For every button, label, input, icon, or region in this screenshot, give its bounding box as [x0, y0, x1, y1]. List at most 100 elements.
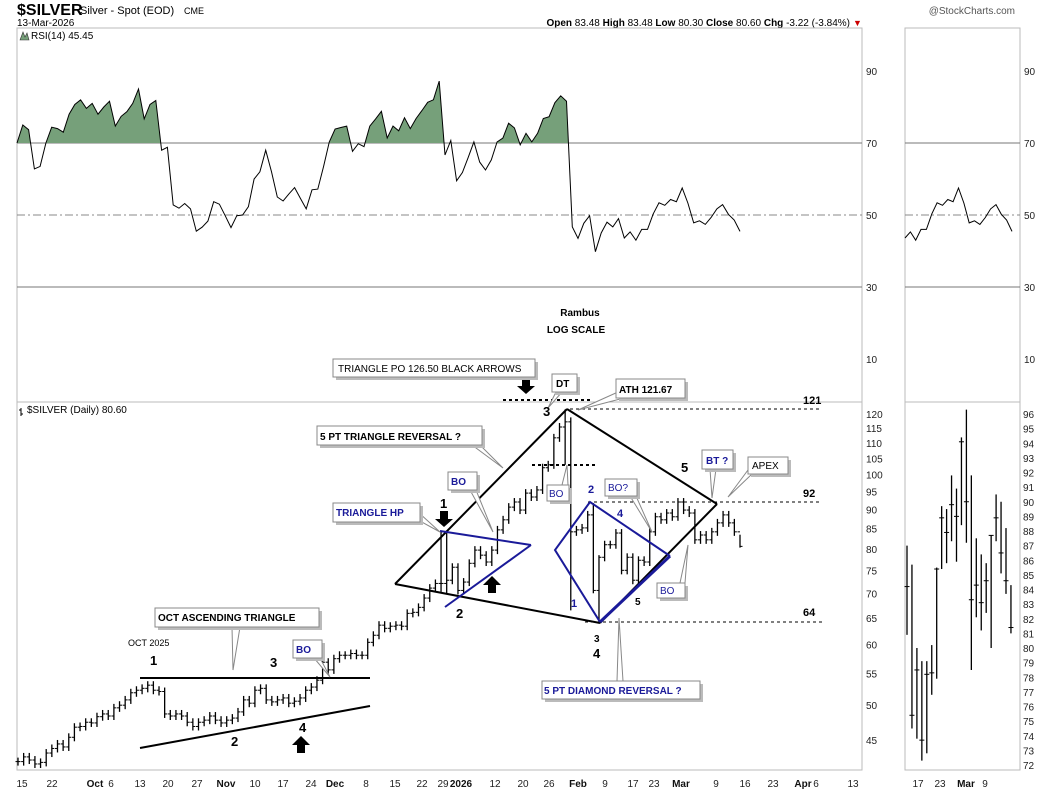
- inset-price-bar: [973, 538, 979, 618]
- ohlc-legend-icon: [19, 408, 23, 416]
- inset-price-axis-tick: 84: [1023, 586, 1035, 597]
- inset-price-axis-tick: 92: [1023, 469, 1035, 480]
- point-label: 3: [270, 655, 277, 670]
- price-bar: [184, 712, 190, 727]
- price-bar: [49, 744, 55, 758]
- x-axis-tick: Oct: [87, 779, 104, 790]
- price-bar: [551, 433, 557, 469]
- price-bar: [714, 518, 720, 536]
- inset-price-bar: [978, 554, 984, 631]
- price-bar: [534, 485, 540, 502]
- low-value: 80.30: [678, 18, 703, 29]
- svg-text:DT: DT: [556, 379, 569, 390]
- point-label: 2: [588, 484, 594, 496]
- price-axis-tick: 85: [866, 525, 878, 536]
- callout-bo-1: BO: [447, 471, 494, 533]
- inset-price-bar: [988, 534, 994, 648]
- inset-price-bars: [904, 409, 1014, 761]
- x-axis-tick: 12: [489, 779, 501, 790]
- ohlc-readout: Open 83.48 High 83.48 Low 80.30 Close 80…: [546, 18, 850, 29]
- price-bar: [737, 531, 743, 548]
- x-axis-tick: 6: [813, 779, 819, 790]
- price-axis-tick: 120: [866, 410, 883, 421]
- price-bar: [545, 460, 551, 472]
- inset-price-bar: [1008, 585, 1014, 634]
- inset-price-axis-tick: 80: [1023, 644, 1035, 655]
- inset-price-bar: [998, 501, 1004, 574]
- svg-text:BO: BO: [660, 586, 675, 597]
- level-64-label: 64: [803, 607, 816, 619]
- point-label: 4: [593, 646, 601, 661]
- svg-text:5 PT TRIANGLE REVERSAL ?: 5 PT TRIANGLE REVERSAL ?: [320, 432, 461, 443]
- svg-text:OCT ASCENDING TRIANGLE: OCT ASCENDING TRIANGLE: [158, 613, 296, 624]
- price-bar: [54, 739, 60, 753]
- price-bar: [658, 512, 664, 524]
- price-bar: [218, 716, 224, 727]
- x-axis-tick: 23: [648, 779, 660, 790]
- x-axis-tick: 9: [602, 779, 608, 790]
- price-bar: [557, 423, 562, 442]
- x-axis-tick: Dec: [326, 779, 345, 790]
- price-label: $SILVER (Daily) 80.60: [27, 405, 127, 416]
- price-bar: [71, 723, 77, 742]
- callout-5pt-triangle: 5 PT TRIANGLE REVERSAL ?: [316, 425, 504, 469]
- price-bar: [212, 712, 218, 725]
- svg-text:BT ?: BT ?: [706, 456, 728, 467]
- low-label: Low: [655, 18, 675, 29]
- point-label: 3: [594, 634, 600, 645]
- price-bar: [359, 651, 365, 660]
- price-bar: [675, 498, 681, 521]
- inset-price-bar: [958, 437, 964, 526]
- price-bar: [105, 709, 111, 721]
- x-axis-tick: Apr: [794, 779, 811, 790]
- inset-price-bar: [924, 661, 930, 754]
- price-bar: [438, 531, 444, 592]
- price-bar: [342, 651, 348, 660]
- inset-price-axis-tick: 82: [1023, 615, 1035, 626]
- price-bar: [173, 709, 179, 721]
- price-bar: [472, 546, 478, 568]
- price-bar: [60, 739, 66, 751]
- price-bar: [731, 518, 737, 536]
- price-bar: [117, 701, 123, 712]
- inset-price-bar: [968, 475, 974, 670]
- price-bar: [94, 712, 100, 727]
- price-bar: [128, 688, 134, 704]
- price-bar: [613, 529, 619, 549]
- price-bar: [246, 695, 252, 708]
- price-bar: [399, 621, 405, 631]
- inset-price-bar: [939, 506, 945, 570]
- open-value: 83.48: [575, 18, 600, 29]
- inset-price-bar: [909, 564, 915, 729]
- price-bar: [619, 529, 625, 575]
- level-92-label: 92: [803, 488, 815, 500]
- price-bar: [404, 609, 410, 631]
- price-bar: [280, 693, 286, 704]
- price-bar: [393, 621, 399, 631]
- price-bar: [269, 695, 275, 706]
- price-bar: [489, 546, 495, 567]
- chg-label: Chg: [764, 18, 783, 29]
- price-bar: [100, 709, 106, 721]
- level-lines: [503, 399, 822, 623]
- inset-x-axis-tick: 17: [912, 779, 924, 790]
- rsi-axis-tick: 70: [866, 139, 878, 150]
- price-bar: [669, 509, 675, 521]
- x-axis-tick: 10: [249, 779, 261, 790]
- svg-text:BO?: BO?: [608, 483, 628, 494]
- scale-note: LOG SCALE: [547, 325, 606, 336]
- inset-rsi-series: [904, 186, 1013, 242]
- price-bar: [224, 716, 230, 727]
- inset-price-bar: [914, 648, 920, 739]
- x-axis-tick: 15: [389, 779, 401, 790]
- price-bar: [66, 733, 72, 751]
- inset-rsi-axis-tick: 70: [1024, 139, 1036, 150]
- up-arrow-icon: [292, 736, 310, 753]
- x-axis-tick: 13: [134, 779, 146, 790]
- price-axis-tick: 90: [866, 506, 878, 517]
- price-bar: [370, 631, 376, 647]
- price-bar: [38, 758, 44, 768]
- callout-apex: APEX: [727, 456, 791, 498]
- x-axis-tick: Feb: [569, 779, 587, 790]
